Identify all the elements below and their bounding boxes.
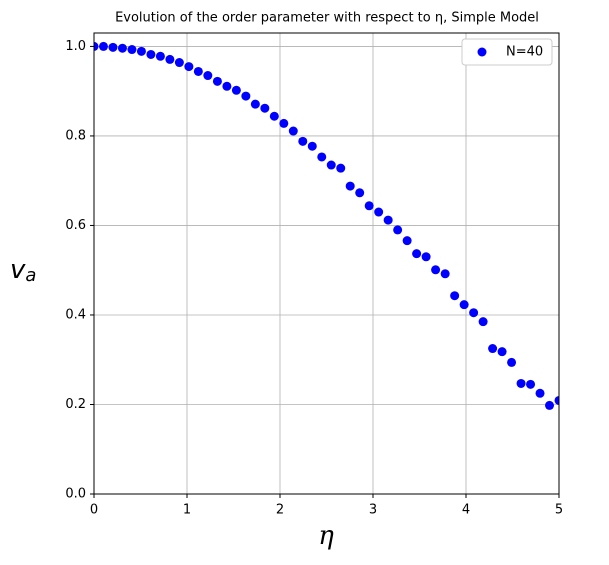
data-point (98, 41, 108, 51)
data-point (260, 103, 270, 113)
data-point (469, 308, 479, 318)
y-tick-label: 0.8 (65, 128, 86, 143)
y-tick-label: 0.6 (65, 218, 86, 233)
x-tick-label: 4 (462, 503, 470, 518)
data-point (478, 317, 488, 327)
data-point (421, 252, 431, 262)
x-tick-label: 2 (276, 503, 284, 518)
data-point (497, 347, 507, 357)
data-point (279, 118, 289, 128)
y-axis-label-main: v (10, 255, 26, 285)
y-tick-label: 1.0 (65, 39, 86, 54)
data-point (288, 126, 298, 136)
data-point (203, 71, 213, 81)
data-point (545, 400, 555, 410)
legend-marker (477, 47, 487, 57)
data-point (393, 225, 403, 235)
data-point (184, 62, 194, 72)
data-point (250, 99, 260, 109)
y-tick-label: 0.2 (65, 397, 86, 412)
data-point (526, 379, 536, 389)
data-point (241, 91, 251, 101)
data-point (402, 236, 412, 246)
data-point (450, 291, 460, 301)
data-point (554, 395, 559, 405)
data-point (136, 46, 146, 56)
y-tick-label: 0.0 (65, 487, 86, 502)
x-tick-label: 5 (555, 503, 563, 518)
data-point (108, 42, 118, 52)
y-axis-label-sub: a (25, 265, 36, 286)
data-point (459, 300, 469, 310)
data-point (431, 265, 441, 275)
data-point (488, 344, 498, 354)
data-point (440, 269, 450, 279)
data-point (364, 201, 374, 211)
legend-box (461, 38, 553, 66)
x-tick-label: 1 (183, 503, 191, 518)
data-point (516, 378, 526, 388)
y-axis-label: va (10, 255, 36, 287)
data-point (193, 66, 203, 76)
data-point (355, 188, 365, 198)
data-point (298, 136, 308, 146)
data-point (317, 152, 327, 162)
data-point (336, 163, 346, 173)
data-point (165, 54, 175, 64)
x-tick-label: 3 (369, 503, 377, 518)
data-point (412, 249, 422, 259)
data-point (146, 49, 156, 59)
data-point (383, 215, 393, 225)
data-point (155, 51, 165, 61)
x-axis-label: η (318, 521, 334, 551)
legend-label: N=40 (506, 45, 543, 60)
data-point (326, 160, 336, 170)
chart-title: Evolution of the order parameter with re… (115, 11, 539, 26)
data-point (174, 58, 184, 68)
plot-area (94, 41, 559, 410)
data-point (212, 76, 222, 86)
data-point (535, 388, 545, 398)
axes-frame (93, 32, 560, 495)
data-point (374, 207, 384, 217)
data-point (94, 41, 99, 51)
data-point (127, 45, 137, 55)
data-point (231, 85, 241, 95)
data-point (345, 181, 355, 191)
data-point (507, 357, 517, 367)
data-point (307, 141, 317, 151)
data-point (222, 81, 232, 91)
x-tick-label: 0 (90, 503, 98, 518)
data-point (269, 111, 279, 121)
y-tick-label: 0.4 (65, 307, 86, 322)
data-point (117, 43, 127, 53)
